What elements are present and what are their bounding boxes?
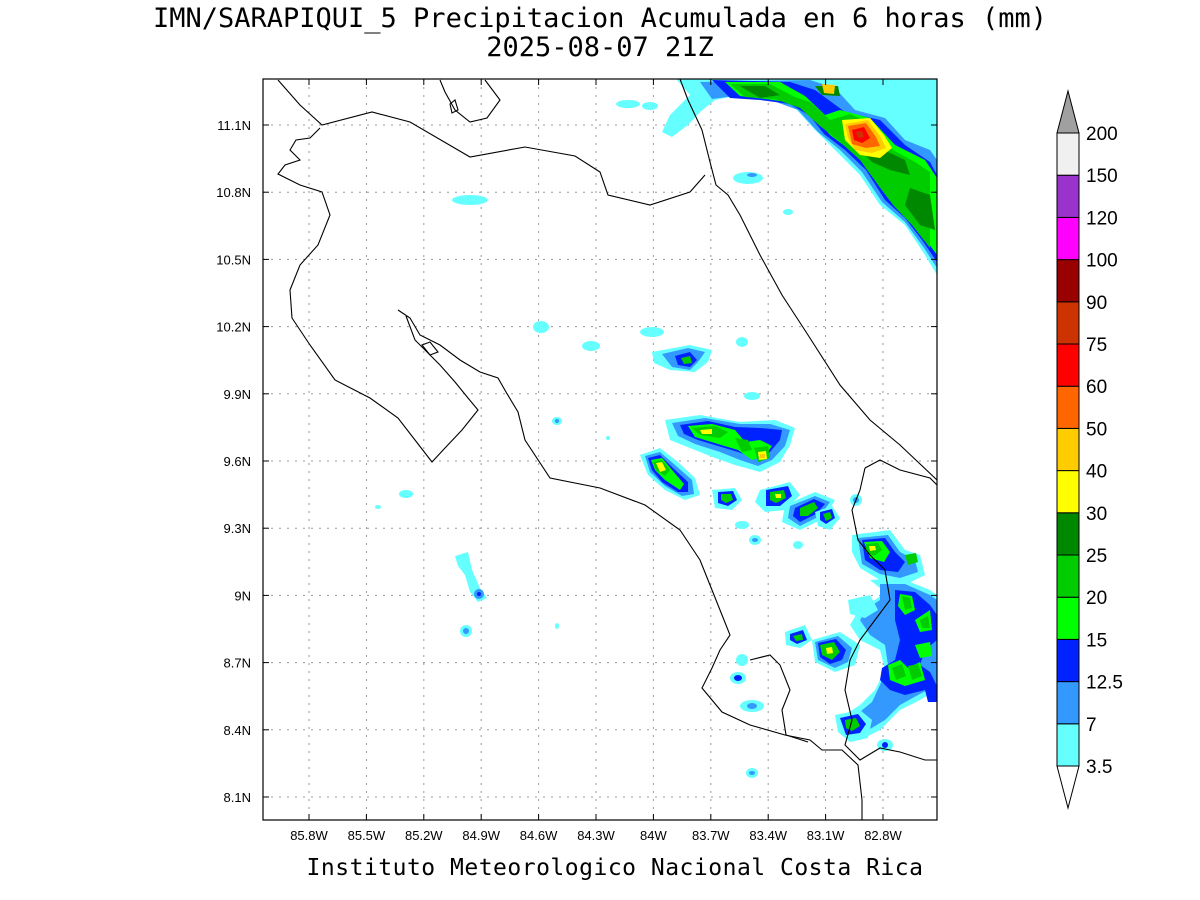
footer-credit: Instituto Meteorologico Nacional Costa R… (306, 855, 924, 881)
colorbar-swatch (1056, 638, 1080, 683)
colorbar-swatch (1056, 343, 1080, 387)
lat-tick-label: 8.4N (224, 723, 251, 738)
panama-border (844, 459, 937, 761)
precip-contour-green25 (740, 86, 935, 230)
lon-tick-label: 83.7W (692, 828, 730, 843)
colorbar-legend: 3.5 7 12.5 15 20 25 30 40 50 60 75 90 100 120 150 200 (1056, 89, 1123, 810)
lon-tick-label: 84W (640, 828, 667, 843)
lon-tick-label: 83.1W (807, 828, 845, 843)
colorbar-swatch (1056, 301, 1080, 345)
colorbar-swatch (1056, 554, 1080, 598)
lat-tick-label: 10.2N (216, 320, 251, 335)
map-grid (263, 79, 937, 820)
lon-tick-label: 84.3W (577, 828, 615, 843)
lon-tick-label: 82.8W (864, 828, 902, 843)
lon-tick-label: 85.2W (405, 828, 443, 843)
nicoya-island (421, 341, 439, 356)
precip-cells-west (375, 490, 559, 637)
lon-tick-label: 85.5W (348, 828, 386, 843)
lat-tick-label: 9.9N (224, 387, 251, 402)
colorbar-swatch (1056, 512, 1080, 556)
colorbar-label: 3.5 (1086, 757, 1112, 778)
colorbar-label: 60 (1086, 377, 1107, 398)
colorbar-label: 15 (1086, 630, 1107, 651)
lat-tick-label: 10.5N (216, 252, 251, 267)
lon-tick-label: 84.9W (462, 828, 500, 843)
colorbar-label: 30 (1086, 504, 1107, 525)
colorbar-label: 120 (1086, 208, 1118, 229)
colorbar-swatch (1056, 470, 1080, 514)
map-title: IMN/SARAPIQUI_5 Precipitacion Acumulada … (152, 3, 1048, 34)
precip-cells-se (840, 530, 937, 740)
precip-cell-ne-coast (452, 79, 937, 400)
colorbar-label: 150 (1086, 166, 1118, 187)
map-frame (262, 78, 938, 821)
colorbar-swatch (1056, 427, 1080, 472)
lat-tick-label: 8.7N (224, 656, 251, 671)
nicaragua-border (277, 79, 706, 206)
colorbar-label: 12.5 (1086, 673, 1123, 694)
map-subtitle-date: 2025-08-07 21Z (486, 32, 714, 63)
coastlines-and-borders (277, 79, 937, 820)
precip-cells-south (730, 625, 893, 778)
precip-contour-darkorange (856, 131, 864, 138)
colorbar-label: 40 (1086, 462, 1107, 483)
colorbar-swatch (1056, 385, 1080, 429)
colorbar-label: 7 (1086, 715, 1097, 736)
lat-tick-label: 10.8N (216, 185, 251, 200)
colorbar-label: 200 (1086, 124, 1118, 145)
precipitation-field (375, 79, 937, 778)
lat-tick-label: 9.3N (224, 521, 251, 536)
colorbar-swatch (1056, 723, 1080, 767)
colorbar-swatch (1056, 216, 1080, 261)
precip-cells-9-4n (712, 482, 862, 549)
lon-tick-label: 85.8W (290, 828, 328, 843)
longitude-axis: 85.8W 85.5W 85.2W 84.9W 84.6W 84.3W 84W 83.7W 83… (290, 79, 903, 843)
lon-tick-label: 83.4W (749, 828, 787, 843)
lake-nicaragua-edge (439, 79, 501, 123)
colorbar-lower-arrow (1056, 765, 1080, 810)
lat-tick-label: 8.1N (224, 790, 251, 805)
colorbar-label: 25 (1086, 546, 1107, 567)
lon-tick-label: 84.6W (520, 828, 558, 843)
colorbar-swatch (1056, 681, 1080, 725)
colorbar-swatch (1056, 259, 1080, 303)
colorbar-label: 20 (1086, 588, 1107, 609)
latitude-axis: 11.1N 10.8N 10.5N 10.2N 9.9N 9.6N 9.3N 9N 8.7N 8.… (216, 118, 937, 805)
lat-tick-label: 11.1N (217, 118, 251, 133)
precip-cell-9-5n (640, 448, 700, 500)
caribbean-coast (679, 79, 937, 481)
colorbar-upper-arrow (1056, 89, 1080, 134)
colorbar-swatch (1056, 132, 1080, 176)
precip-cell-10n (652, 345, 712, 372)
colorbar-swatch (1056, 174, 1080, 218)
nicoya-gulf (397, 309, 863, 820)
lat-tick-label: 9.6N (224, 454, 251, 469)
colorbar-swatch (1056, 596, 1080, 640)
lat-tick-label: 9N (234, 588, 251, 603)
pacific-coast-north (277, 127, 479, 463)
precip-cell-central (552, 415, 795, 472)
colorbar-label: 75 (1086, 335, 1107, 356)
osa-peninsula (749, 654, 809, 743)
lake-islet (449, 99, 459, 114)
colorbar-label: 50 (1086, 419, 1107, 440)
colorbar-label: 90 (1086, 293, 1107, 314)
precip-contour-blue (712, 80, 937, 262)
colorbar-label: 100 (1086, 251, 1118, 272)
